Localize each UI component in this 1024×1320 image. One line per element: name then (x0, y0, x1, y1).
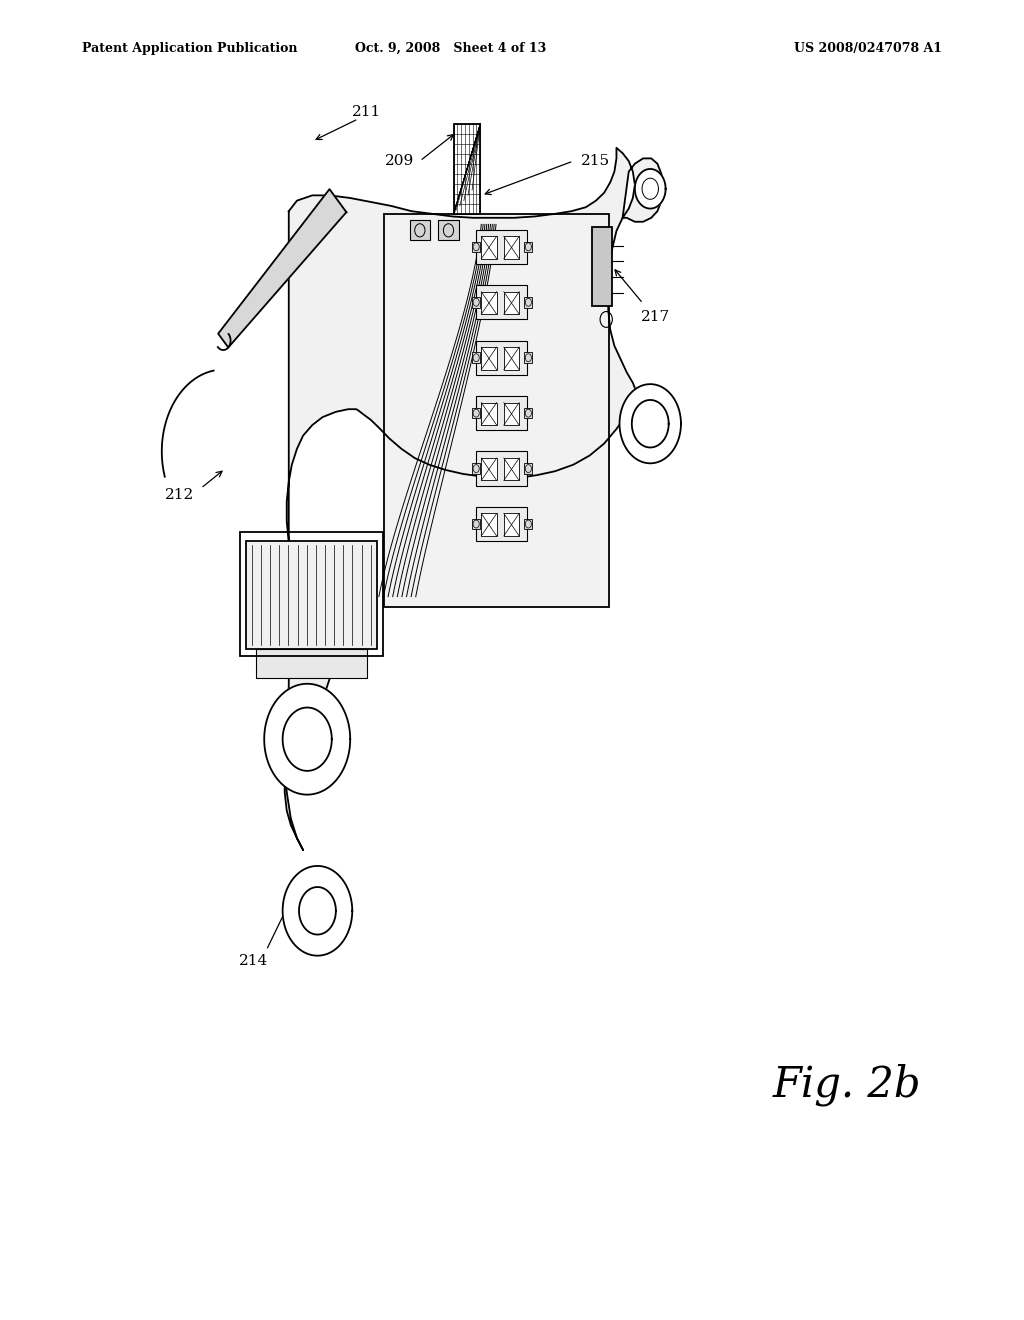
Bar (472, 242, 480, 252)
Bar (410, 220, 430, 240)
Text: 217: 217 (641, 310, 670, 323)
Text: US 2008/0247078 A1: US 2008/0247078 A1 (794, 42, 942, 55)
Text: 209: 209 (385, 154, 414, 168)
Text: Fig. 2b: Fig. 2b (773, 1064, 922, 1106)
Bar (504, 236, 519, 259)
Bar (504, 292, 519, 314)
Bar (476, 396, 527, 430)
Bar (524, 463, 532, 474)
Bar (504, 347, 519, 370)
Bar (481, 347, 497, 370)
Bar (476, 507, 527, 541)
Bar (472, 463, 480, 474)
Text: 206: 206 (508, 352, 537, 366)
Text: 211: 211 (352, 106, 381, 119)
Polygon shape (285, 148, 672, 850)
Polygon shape (218, 189, 346, 347)
Bar (240, 532, 383, 656)
Bar (246, 541, 377, 649)
Bar (481, 292, 497, 314)
Bar (481, 458, 497, 480)
Bar (504, 458, 519, 480)
Text: 214: 214 (240, 954, 268, 968)
Bar (524, 297, 532, 308)
Polygon shape (264, 684, 350, 795)
Text: 215: 215 (582, 154, 610, 168)
Bar (384, 214, 609, 607)
Bar (524, 242, 532, 252)
Text: Patent Application Publication: Patent Application Publication (82, 42, 297, 55)
Bar (524, 408, 532, 418)
Bar (454, 124, 480, 214)
Bar (472, 519, 480, 529)
Polygon shape (635, 169, 666, 209)
Bar (476, 341, 527, 375)
Bar (524, 352, 532, 363)
Text: 212: 212 (165, 488, 194, 502)
Bar (524, 519, 532, 529)
Bar (472, 408, 480, 418)
Bar (504, 513, 519, 536)
Bar (438, 220, 459, 240)
Polygon shape (283, 866, 352, 956)
Bar (481, 236, 497, 259)
Bar (592, 227, 612, 306)
Bar (504, 403, 519, 425)
Bar (481, 403, 497, 425)
Bar (472, 352, 480, 363)
Polygon shape (620, 384, 681, 463)
Bar (476, 285, 527, 319)
Text: Oct. 9, 2008   Sheet 4 of 13: Oct. 9, 2008 Sheet 4 of 13 (355, 42, 546, 55)
Bar (476, 451, 527, 486)
Bar (472, 297, 480, 308)
Bar (476, 230, 527, 264)
Bar (256, 649, 367, 678)
Bar (481, 513, 497, 536)
